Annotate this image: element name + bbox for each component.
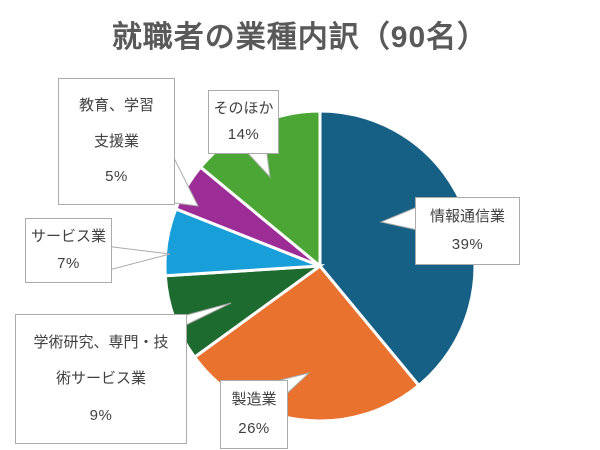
callout-percent: 9% [89, 406, 113, 424]
callout-label: そのほか [213, 99, 274, 117]
callout-ict: 情報通信業 39% [415, 197, 520, 265]
callout-label: 学術研究、専門・技 [33, 333, 169, 351]
callout-label: 支援業 [93, 132, 139, 150]
chart-title: 就職者の業種内訳（90名） [111, 21, 489, 54]
callout-percent: 7% [57, 255, 80, 272]
callout-manufacturing: 製造業 26% [220, 380, 288, 449]
callout-service: サービス業 7% [25, 218, 112, 283]
callout-label: 製造業 [231, 391, 277, 409]
callout-label: 情報通信業 [429, 208, 505, 225]
callout-tail-service [104, 245, 171, 272]
callout-percent: 39% [451, 236, 484, 253]
callout-label: サービス業 [30, 228, 106, 245]
callout-education: 教育、学習 支援業 5% [58, 78, 175, 205]
callout-other: そのほか 14% [208, 90, 279, 154]
callout-percent: 14% [227, 126, 260, 144]
callout-label: 教育、学習 [78, 96, 154, 114]
callout-percent: 26% [238, 419, 270, 437]
callout-academic: 学術研究、専門・技 術サービス業 9% [15, 314, 187, 444]
callout-percent: 5% [105, 168, 128, 186]
callout-label: 術サービス業 [55, 370, 146, 387]
pie-slices [163, 109, 477, 423]
